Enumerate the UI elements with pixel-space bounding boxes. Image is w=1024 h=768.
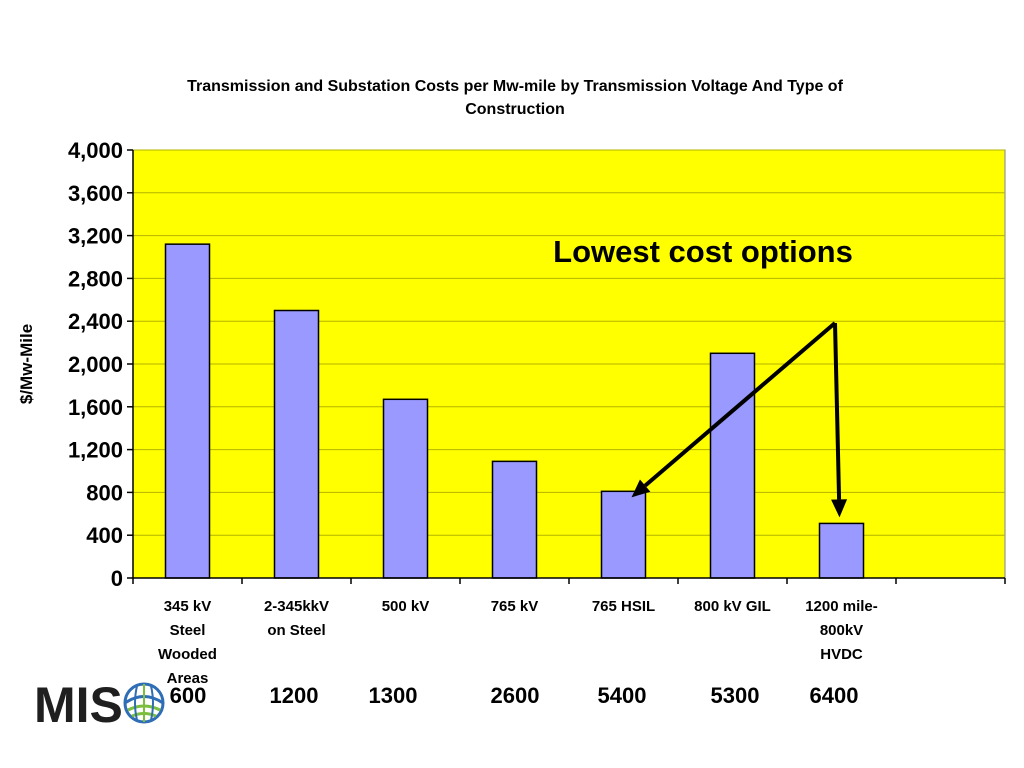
category-label: 1200 mile- — [805, 598, 878, 615]
category-label: Areas — [167, 670, 209, 687]
bar — [273, 309, 320, 579]
arrow-head — [631, 479, 651, 498]
capacity-row: 600 1200 1300 2600 5400 5300 6400 — [170, 683, 859, 708]
capacity-value: 1200 — [270, 683, 319, 708]
category-label: 800kV — [820, 622, 863, 639]
category-label: Steel — [170, 622, 206, 639]
bar — [600, 490, 647, 579]
y-tick-label: 4,000 — [68, 138, 123, 163]
category-label: 765 kV — [491, 598, 539, 615]
chart-title: Transmission and Substation Costs per Mw… — [187, 78, 843, 118]
capacity-value: 5400 — [598, 683, 647, 708]
y-tick-label: 1,600 — [68, 395, 123, 420]
chart-title-line-2: Construction — [465, 101, 565, 118]
y-tick-labels: 0 400 800 1,200 1,600 2,000 2,400 2,800 3,200 3,6… — [68, 138, 123, 591]
category-label: 345 kV — [164, 598, 212, 615]
category-label: on Steel — [267, 622, 325, 639]
arrow-head — [831, 499, 848, 518]
category-label: HVDC — [820, 646, 863, 663]
capacity-value: 1300 — [369, 683, 418, 708]
miso-logo: MIS — [34, 677, 165, 733]
bar — [382, 398, 429, 579]
logo-text: MIS — [34, 677, 123, 733]
arrow-shaft — [643, 321, 837, 488]
capacity-value: 5300 — [711, 683, 760, 708]
annotation-text: Lowest cost options — [553, 234, 853, 269]
y-tick-label: 3,600 — [68, 181, 123, 206]
y-tick-label: 3,200 — [68, 224, 123, 249]
bar — [491, 460, 538, 579]
y-tick-label: 1,200 — [68, 438, 123, 463]
capacity-value: 600 — [170, 683, 207, 708]
category-label: Wooded — [158, 646, 217, 663]
category-label: 2-345kkV — [264, 598, 329, 615]
chart-title-line-1: Transmission and Substation Costs per Mw… — [187, 78, 843, 95]
category-label: 800 kV GIL — [694, 598, 771, 615]
y-tick-label: 2,800 — [68, 266, 123, 291]
axes — [127, 149, 1006, 584]
bar — [818, 522, 865, 579]
globe-icon — [123, 682, 165, 724]
y-axis-label: $/Mw-Mile — [17, 324, 36, 404]
y-tick-label: 400 — [86, 523, 123, 548]
y-tick-label: 800 — [86, 480, 123, 505]
capacity-value: 6400 — [810, 683, 859, 708]
category-labels: 345 kV Steel Wooded Areas 2-345kkV on Steel 50… — [158, 598, 878, 687]
arrow-shaft — [833, 322, 842, 500]
capacity-value: 2600 — [491, 683, 540, 708]
category-label: 765 HSIL — [592, 598, 655, 615]
y-tick-label: 2,400 — [68, 309, 123, 334]
bar — [709, 352, 756, 579]
y-tick-label: 0 — [111, 566, 123, 591]
annotation-arrows — [631, 321, 848, 518]
y-tick-label: 2,000 — [68, 352, 123, 377]
bar — [164, 243, 211, 579]
category-label: 500 kV — [382, 598, 430, 615]
